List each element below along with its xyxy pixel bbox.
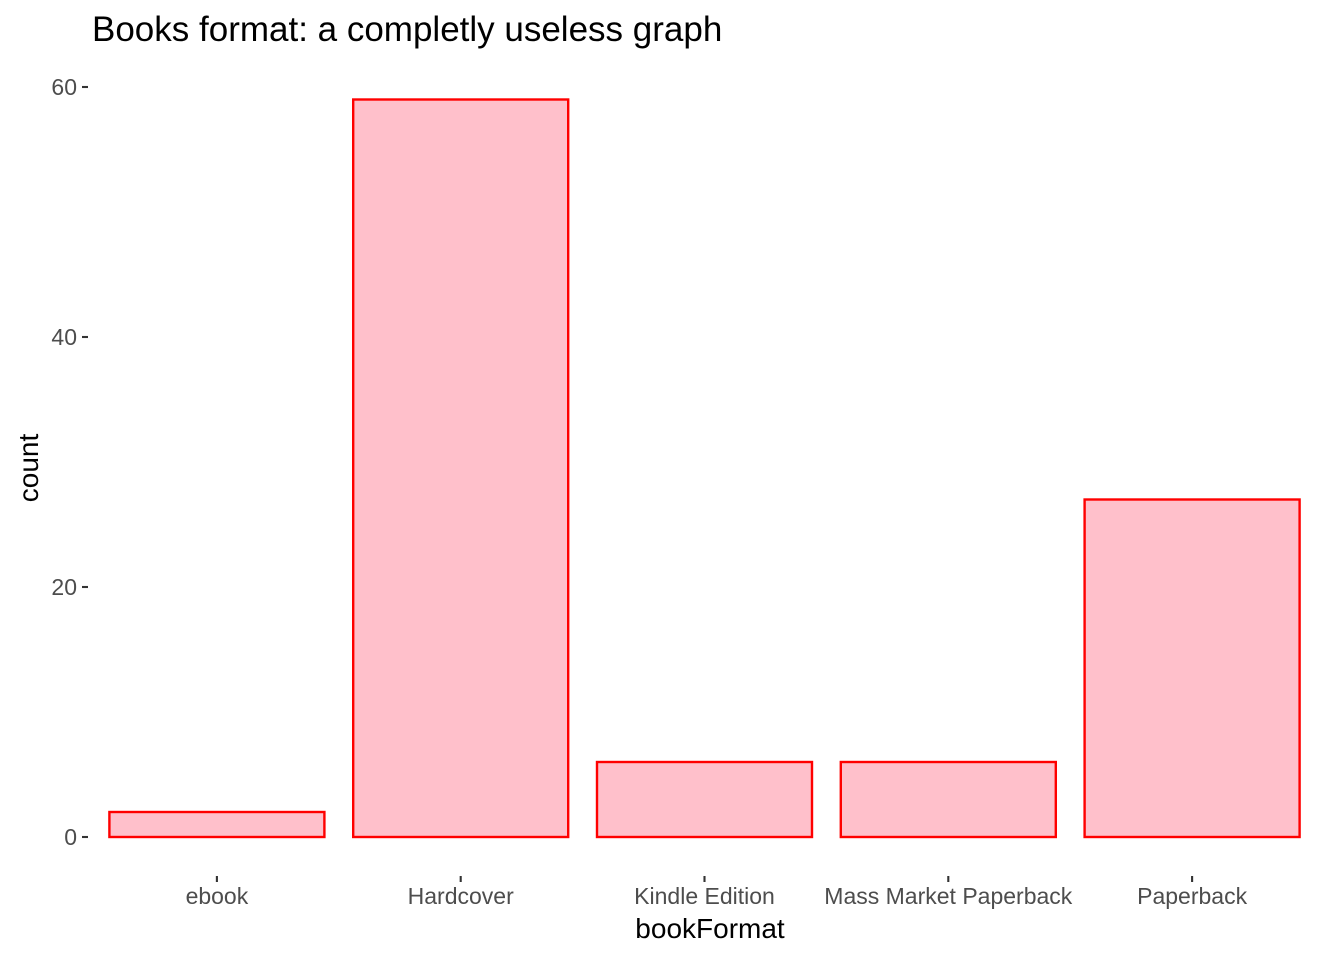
- x-tick-label: ebook: [186, 883, 249, 909]
- x-tick-label: Paperback: [1137, 883, 1247, 909]
- y-tick-label: 40: [51, 324, 77, 350]
- bar-ebook: [108, 810, 326, 839]
- bar-hardcover: [352, 98, 570, 839]
- y-axis: 0 20 40 60: [51, 74, 88, 850]
- bar-paperback: [1083, 498, 1301, 839]
- chart-title: Books format: a completly useless graph: [92, 10, 722, 49]
- x-axis-title: bookFormat: [635, 913, 785, 944]
- x-tick-label: Kindle Edition: [634, 883, 775, 909]
- y-tick-label: 20: [51, 574, 77, 600]
- y-tick-label: 60: [51, 74, 77, 100]
- bar-kindle-edition: [595, 760, 814, 839]
- x-axis: ebook Hardcover Kindle Edition Mass Market …: [186, 876, 1248, 909]
- bar-mass-market-paperback: [839, 760, 1057, 839]
- x-tick-label: Mass Market Paperback: [824, 883, 1072, 909]
- x-tick-label: Hardcover: [408, 883, 514, 909]
- y-axis-title: count: [13, 434, 44, 503]
- y-tick-label: 0: [64, 824, 77, 850]
- bars-group: [108, 98, 1301, 839]
